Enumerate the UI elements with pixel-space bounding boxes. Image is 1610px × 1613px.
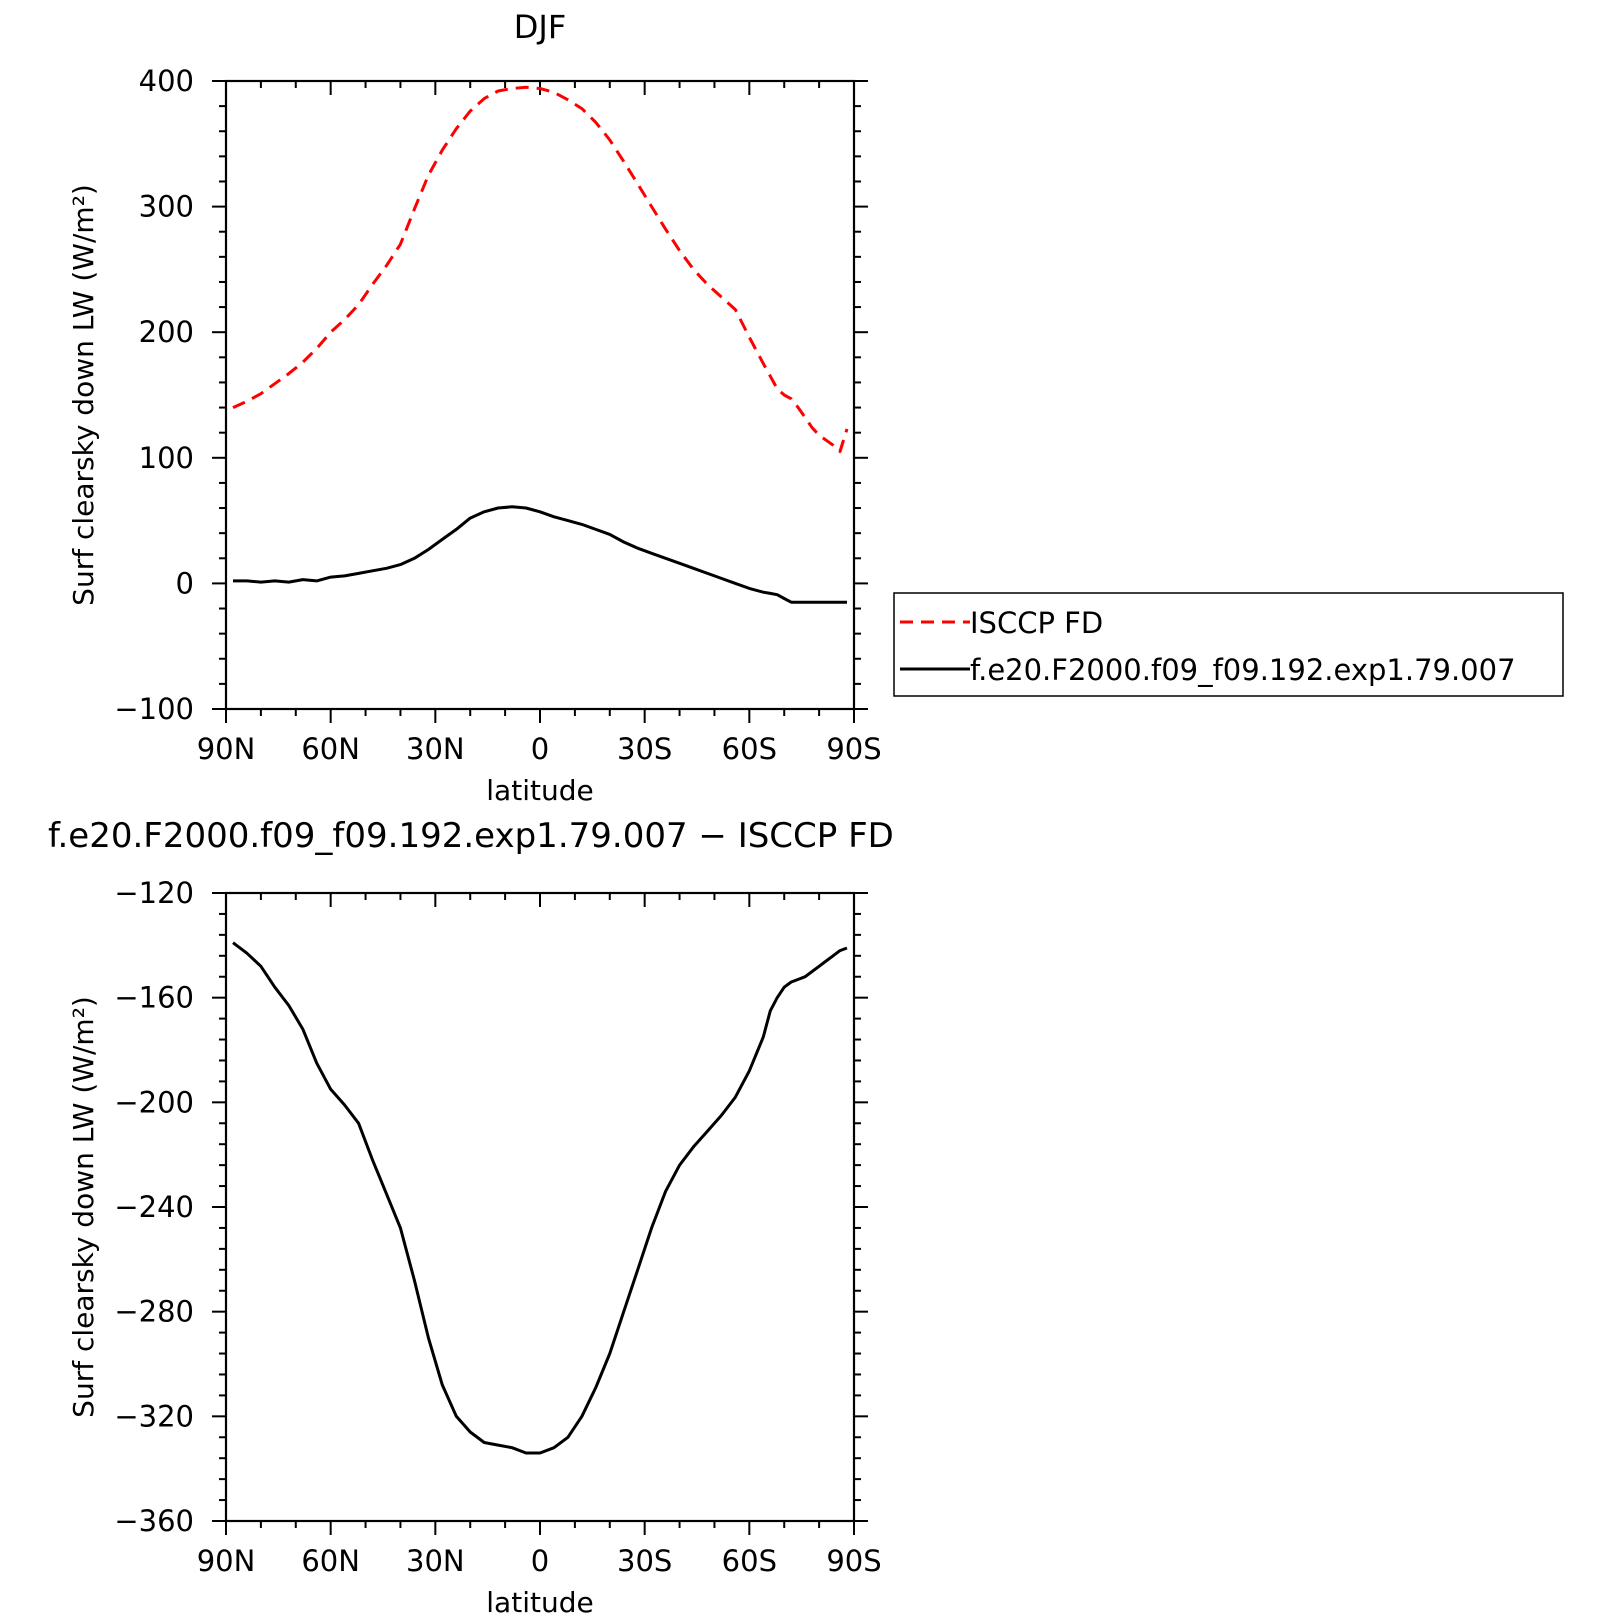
x-axis-label: latitude [486, 1586, 593, 1613]
y-tick-label: −100 [114, 692, 194, 726]
x-tick-label: 30N [406, 1544, 465, 1578]
top-panel: 90N 60N 30N 0 30S 60S 90S −100 0 100 200 300 400 lati… [67, 8, 882, 807]
chart-title: f.e20.F2000.f09_f09.192.exp1.79.007 − IS… [48, 816, 894, 856]
x-axis-label: latitude [486, 774, 593, 807]
legend-entry-label: f.e20.F2000.f09_f09.192.exp1.79.007 [970, 653, 1516, 687]
y-tick-label: −240 [114, 1190, 194, 1224]
isccp-fd-line [232, 85, 849, 453]
model-line [232, 941, 848, 1455]
y-axis-label: Surf clearsky down LW (W/m²) [67, 996, 100, 1418]
x-tick-label: 60S [722, 1544, 777, 1578]
y-tick-label: 200 [139, 315, 194, 349]
x-tick-label: 0 [531, 732, 549, 766]
y-tick-label: −200 [114, 1085, 194, 1119]
x-tick-label: 60N [301, 732, 360, 766]
x-tick-label: 30S [617, 1544, 672, 1578]
x-tick-label: 90N [197, 732, 256, 766]
y-tick-label: −320 [114, 1399, 194, 1433]
plot-frame [224, 891, 856, 1523]
legend-entry-label: ISCCP FD [970, 606, 1103, 640]
y-axis-label: Surf clearsky down LW (W/m²) [67, 184, 100, 606]
x-tick-label: 60S [722, 732, 777, 766]
x-tick-label: 90S [826, 732, 881, 766]
y-tick-label: −360 [114, 1504, 194, 1538]
y-tick-label: 100 [139, 441, 194, 475]
y-tick-label: −160 [114, 981, 194, 1015]
bottom-panel: 90N 60N 30N 0 30S 60S 90S −360 −320 −280 −240 −200 −… [48, 816, 894, 1613]
y-tick-label: 300 [139, 190, 194, 224]
x-tick-label: 30N [406, 732, 465, 766]
y-tick-label: 0 [176, 566, 194, 600]
x-tick-label: 90N [197, 1544, 256, 1578]
x-tick-label: 60N [301, 1544, 360, 1578]
model-line [233, 505, 847, 604]
legend: ISCCP FD f.e20.F2000.f09_f09.192.exp1.79.… [893, 592, 1564, 697]
x-tick-label: 0 [531, 1544, 549, 1578]
plot-frame [224, 79, 856, 711]
y-tick-label: 400 [139, 64, 194, 98]
legend-box [893, 592, 1564, 697]
x-tick-label: 30S [617, 732, 672, 766]
y-tick-label: −280 [114, 1295, 194, 1329]
chart-title: DJF [514, 8, 566, 46]
y-tick-label: −120 [114, 876, 194, 910]
x-tick-label: 90S [826, 1544, 881, 1578]
